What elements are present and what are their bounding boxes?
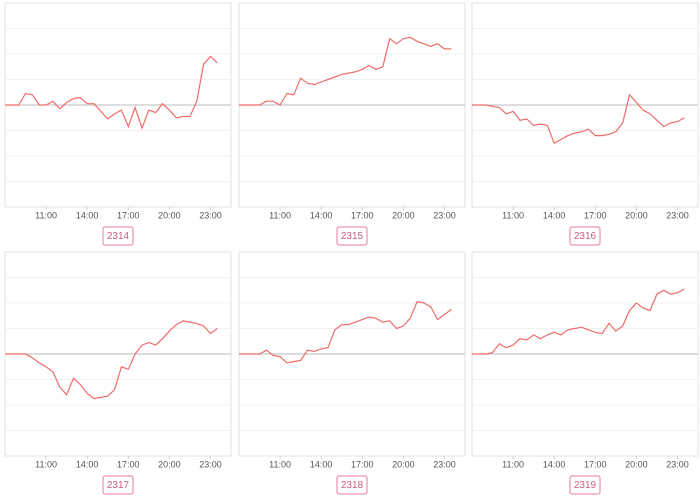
x-tick-label: 14:00 [310, 459, 333, 469]
tag-label[interactable]: 2317 [107, 480, 130, 491]
x-tick-label: 11:00 [35, 210, 57, 220]
x-tick-label: 17:00 [584, 210, 607, 220]
x-tick-label: 14:00 [76, 459, 99, 469]
tag[interactable] [336, 226, 368, 246]
tag[interactable] [336, 475, 368, 495]
x-tick-label: 23:00 [666, 459, 689, 469]
x-tick-label: 14:00 [543, 210, 566, 220]
x-tick-label: 11:00 [269, 459, 291, 469]
line [239, 301, 452, 364]
line [5, 320, 218, 400]
x-tick-label: 17:00 [584, 459, 607, 469]
x-tick-label: 17:00 [117, 210, 140, 220]
x-tick-label: 14:00 [76, 210, 99, 220]
x-tick-label: 20:00 [625, 459, 648, 469]
x-tick-label: 23:00 [433, 459, 456, 469]
x-tick-label: 17:00 [351, 210, 374, 220]
line [472, 288, 685, 355]
tag-label[interactable]: 2314 [107, 231, 130, 242]
x-tick-label: 20:00 [392, 210, 415, 220]
tag[interactable] [102, 475, 134, 495]
x-tick-label: 17:00 [351, 459, 374, 469]
x-tick-label: 17:00 [117, 459, 140, 469]
x-tick-label: 23:00 [433, 210, 456, 220]
x-tick-label: 11:00 [35, 459, 57, 469]
x-tick-label: 20:00 [158, 459, 181, 469]
x-tick-label: 20:00 [158, 210, 181, 220]
x-tick-label: 11:00 [269, 210, 291, 220]
tag-label[interactable]: 2319 [574, 480, 597, 491]
tag-label[interactable]: 2316 [574, 231, 597, 242]
line [239, 36, 452, 106]
tag[interactable] [569, 226, 601, 246]
tag[interactable] [569, 475, 601, 495]
x-tick-label: 20:00 [625, 210, 648, 220]
x-tick-label: 14:00 [543, 459, 566, 469]
tag-label[interactable]: 2318 [341, 480, 364, 491]
x-tick-label: 23:00 [666, 210, 689, 220]
line [5, 55, 218, 130]
x-tick-label: 23:00 [199, 459, 222, 469]
line [472, 93, 685, 145]
tag-label[interactable]: 2315 [341, 231, 364, 242]
x-tick-label: 14:00 [310, 210, 333, 220]
x-tick-label: 23:00 [199, 210, 222, 220]
tag[interactable] [102, 226, 134, 246]
x-tick-label: 11:00 [502, 210, 524, 220]
x-tick-label: 20:00 [392, 459, 415, 469]
x-tick-label: 11:00 [502, 459, 524, 469]
